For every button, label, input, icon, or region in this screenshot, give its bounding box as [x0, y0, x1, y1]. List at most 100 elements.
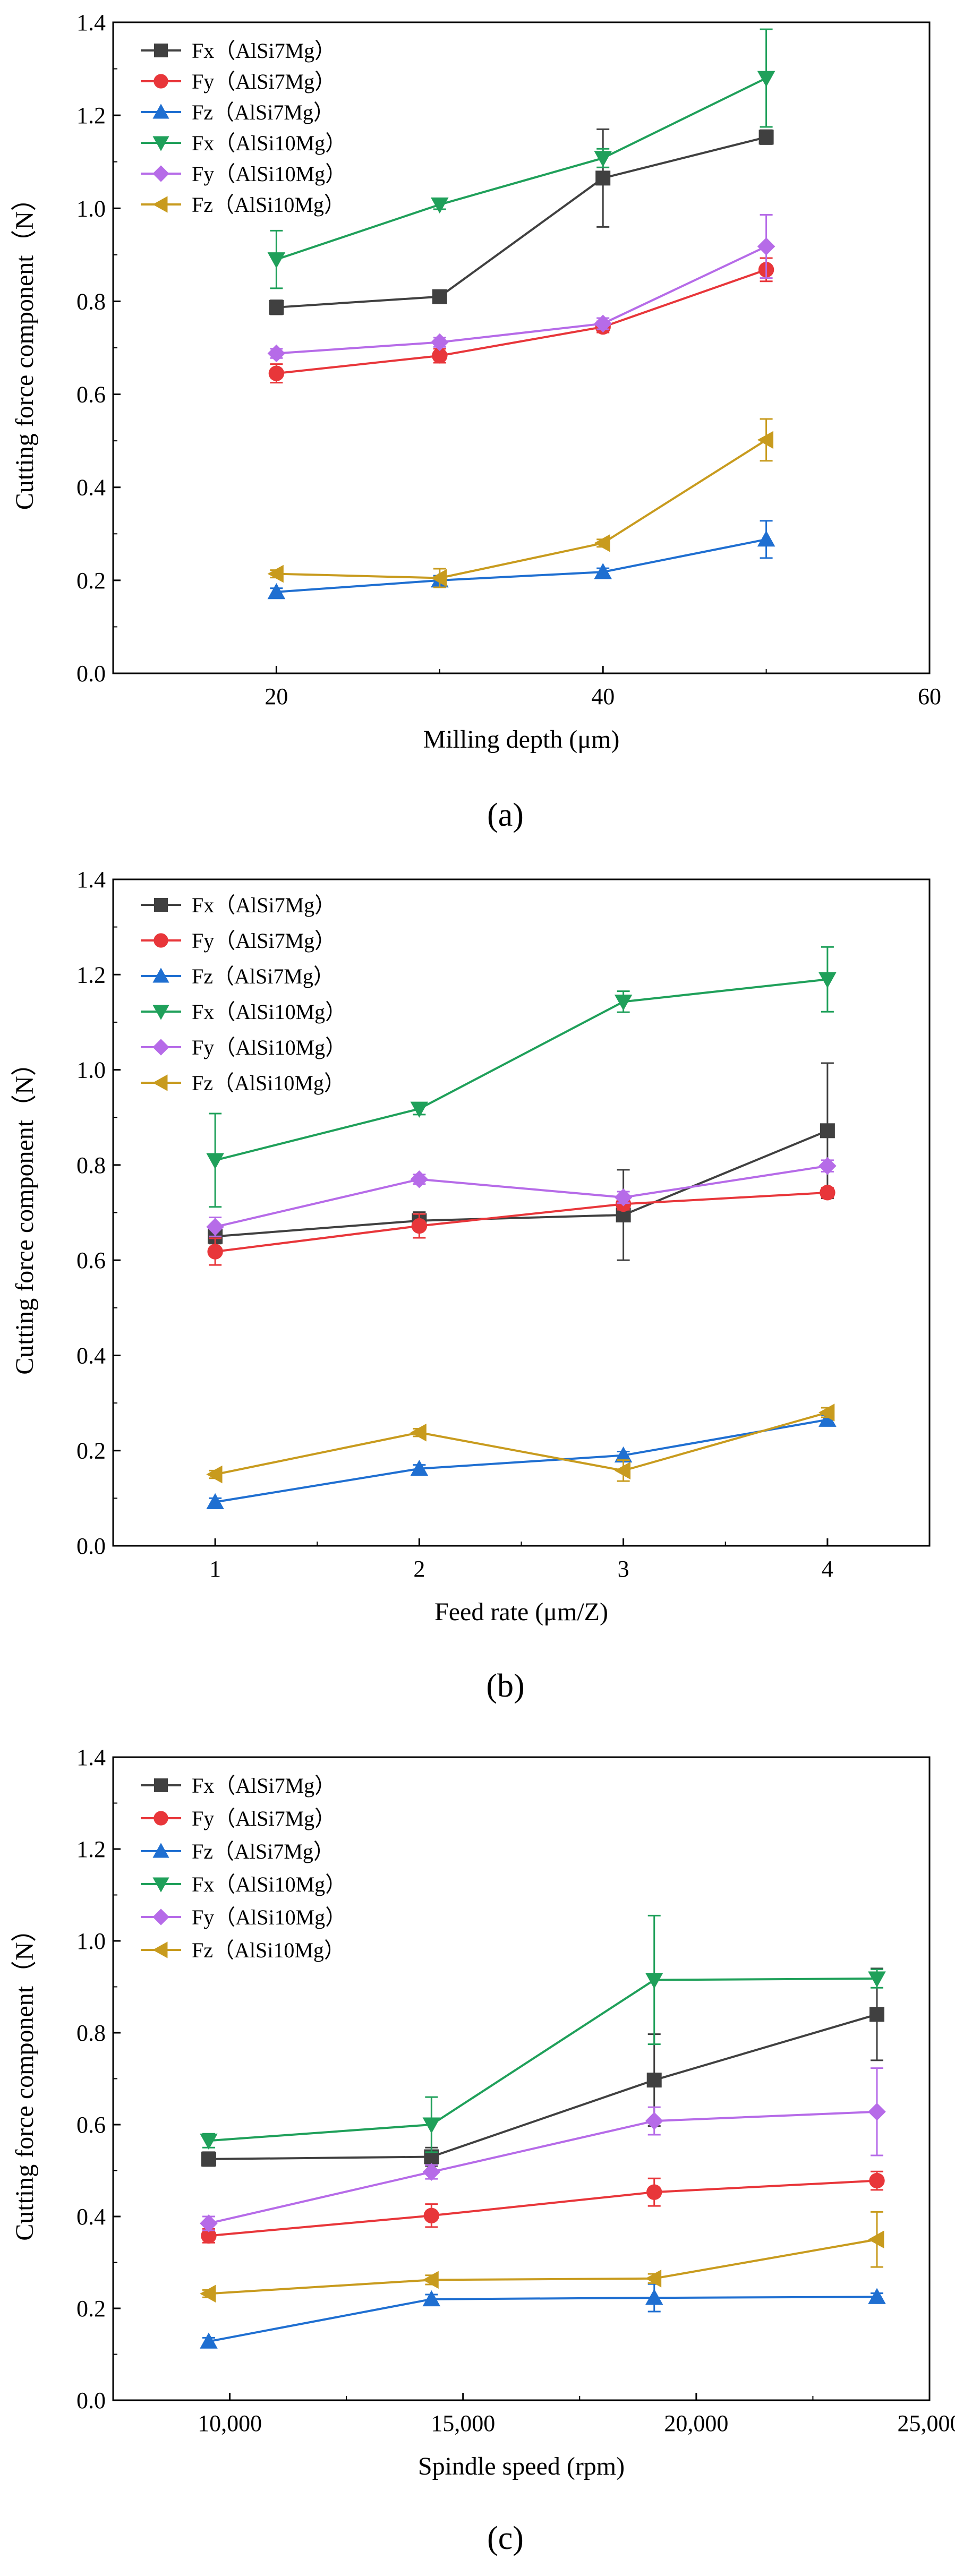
series-0	[269, 129, 773, 314]
series-5	[268, 419, 773, 587]
data-point	[268, 565, 284, 583]
legend-label: Fx（AlSi7Mg）	[192, 1774, 336, 1798]
data-point	[594, 534, 610, 552]
legend-label: Fy（AlSi10Mg）	[192, 1905, 346, 1929]
legend-label: Fy（AlSi7Mg）	[192, 929, 336, 953]
data-point	[615, 995, 633, 1011]
legend-label: Fx（AlSi10Mg）	[192, 131, 346, 155]
data-point	[759, 130, 774, 144]
panel-label: (c)	[487, 2520, 524, 2556]
y-tick-label: 0.6	[76, 1247, 106, 1273]
y-tick-label: 1.0	[76, 1057, 106, 1083]
data-point	[206, 1153, 224, 1169]
series-line	[276, 270, 766, 373]
y-tick-label: 0.2	[76, 2296, 106, 2322]
series-line	[209, 2181, 877, 2236]
legend: Fx（AlSi7Mg）Fy（AlSi7Mg）Fz（AlSi7Mg）Fx（AlSi…	[141, 1774, 346, 1962]
x-tick-label: 10,000	[198, 2410, 262, 2436]
y-tick-label: 0.8	[76, 2020, 106, 2046]
legend: Fx（AlSi7Mg）Fy（AlSi7Mg）Fz（AlSi7Mg）Fx（AlSi…	[141, 893, 346, 1095]
legend-label: Fz（AlSi10Mg）	[192, 193, 345, 217]
legend-marker	[152, 165, 169, 182]
legend-label: Fy（AlSi10Mg）	[192, 1035, 346, 1059]
y-tick-label: 0.8	[76, 288, 106, 314]
data-point	[432, 289, 447, 304]
x-tick-label: 3	[618, 1556, 629, 1582]
data-point	[757, 431, 773, 449]
legend-marker	[152, 196, 167, 212]
data-point	[424, 2208, 439, 2223]
series-0	[201, 1969, 884, 2167]
y-tick-label: 0.2	[76, 568, 106, 594]
data-point	[268, 252, 286, 268]
legend-label: Fz（AlSi10Mg）	[192, 1071, 345, 1095]
data-point	[645, 2112, 663, 2130]
y-tick-label: 1.0	[76, 1928, 106, 1954]
panel-label: (b)	[486, 1668, 524, 1704]
legend-label: Fz（AlSi10Mg）	[192, 1938, 345, 1962]
y-tick-label: 0.8	[76, 1152, 106, 1178]
legend-label: Fy（AlSi10Mg）	[192, 162, 346, 186]
series-line	[215, 1193, 828, 1252]
legend-label: Fx（AlSi7Mg）	[192, 893, 336, 917]
series-2	[200, 2284, 886, 2349]
y-tick-label: 0.0	[76, 2387, 106, 2414]
data-point	[207, 1244, 223, 1259]
x-tick-label: 2	[413, 1556, 425, 1582]
data-point	[757, 237, 775, 255]
legend-marker	[152, 1074, 167, 1091]
x-tick-label: 40	[591, 683, 615, 709]
x-tick-label: 15,000	[431, 2410, 495, 2436]
series-line	[209, 2297, 877, 2341]
legend-label: Fy（AlSi7Mg）	[192, 70, 336, 93]
series-1	[207, 1185, 835, 1265]
data-point	[269, 365, 284, 381]
x-axis-title: Milling depth (μm)	[423, 725, 620, 754]
data-point	[595, 170, 610, 185]
series-2	[206, 1411, 836, 1509]
series-line	[276, 78, 766, 260]
y-tick-label: 0.4	[76, 1342, 106, 1368]
data-point	[269, 300, 284, 315]
legend-marker	[152, 1941, 167, 1958]
series-line	[209, 2014, 877, 2159]
y-tick-label: 1.4	[76, 10, 106, 36]
data-point	[820, 1123, 835, 1138]
y-tick-label: 1.4	[76, 1744, 106, 1770]
series-line	[276, 246, 766, 353]
y-axis-title: Cutting force component（N）	[11, 1050, 39, 1375]
data-point	[411, 1170, 429, 1188]
legend-marker	[152, 1039, 169, 1055]
data-point	[268, 345, 286, 363]
legend-label: Fz（AlSi7Mg）	[192, 1839, 335, 1863]
legend-marker	[152, 1909, 169, 1925]
x-tick-label: 20,000	[664, 2410, 728, 2436]
data-point	[423, 2271, 439, 2289]
series-line	[276, 440, 766, 578]
x-tick-label: 1	[209, 1556, 221, 1582]
legend-marker	[154, 898, 168, 912]
data-point	[868, 2230, 884, 2248]
y-tick-label: 1.2	[76, 962, 106, 988]
y-tick-label: 0.4	[76, 2204, 106, 2230]
y-axis-title: Cutting force component（N）	[11, 1916, 39, 2241]
legend-marker	[154, 74, 168, 88]
y-tick-label: 0.6	[76, 2112, 106, 2138]
legend-label: Fx（AlSi10Mg）	[192, 1872, 346, 1896]
data-point	[869, 2173, 884, 2188]
data-point	[411, 1424, 427, 1442]
data-point	[431, 198, 449, 213]
series-line	[215, 1413, 828, 1475]
series-1	[201, 2171, 884, 2244]
data-point	[757, 530, 775, 546]
data-point	[820, 1185, 835, 1200]
legend-label: Fz（AlSi7Mg）	[192, 100, 335, 124]
x-axis-title: Spindle speed (rpm)	[418, 2452, 625, 2480]
x-tick-label: 4	[822, 1556, 833, 1582]
x-axis-title: Feed rate (μm/Z)	[434, 1598, 608, 1626]
